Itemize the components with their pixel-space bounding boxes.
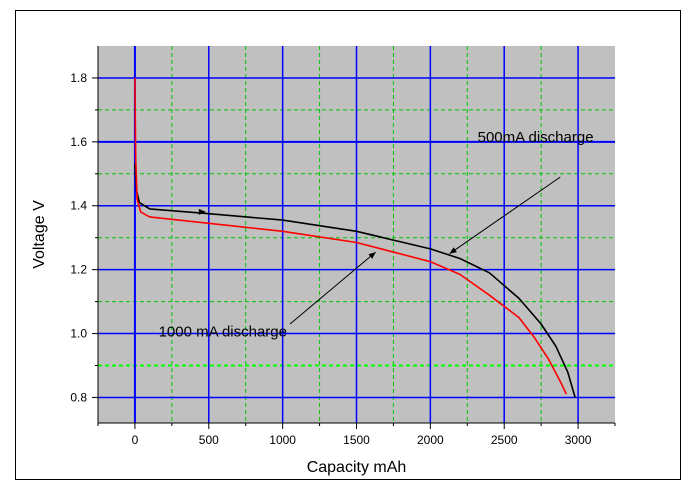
x-tick-label: 3000 (565, 433, 592, 447)
arrow-500ma (449, 176, 561, 255)
curve-marker (198, 208, 206, 215)
x-axis-label: Capacity mAh (307, 459, 407, 476)
x-tick-label: 500 (199, 433, 219, 447)
x-tick-label: 0 (132, 433, 139, 447)
grid (98, 46, 615, 423)
x-tick-label: 2000 (417, 433, 444, 447)
y-tick-label: 1.6 (70, 135, 87, 149)
y-tick-label: 1.2 (70, 263, 87, 277)
chart-frame (15, 10, 681, 480)
series (134, 77, 576, 398)
x-tick-label: 1000 (269, 433, 296, 447)
arrow-1000ma (289, 251, 377, 325)
y-tick-label: 1.8 (70, 71, 87, 85)
y-tick-label: 1.4 (70, 199, 87, 213)
x-tick-label: 2500 (491, 433, 518, 447)
series-1000ma-line (134, 77, 568, 395)
series-500ma-line (134, 164, 576, 398)
y-tick-label: 0.8 (70, 390, 87, 404)
label-1000ma: 1000 mA discharge (159, 324, 287, 341)
label-500ma: 500mA discharge (478, 129, 594, 146)
y-tick-label: 1.0 (70, 327, 87, 341)
annotations: 500mA discharge 1000 mA discharge (159, 129, 594, 341)
x-tick-label: 1500 (343, 433, 370, 447)
y-axis-label: Voltage V (31, 200, 48, 269)
axis-ticks: 0 500 1000 1500 2000 2500 3000 0.8 1.0 1.2 1.4 1.6 1… (70, 46, 616, 447)
